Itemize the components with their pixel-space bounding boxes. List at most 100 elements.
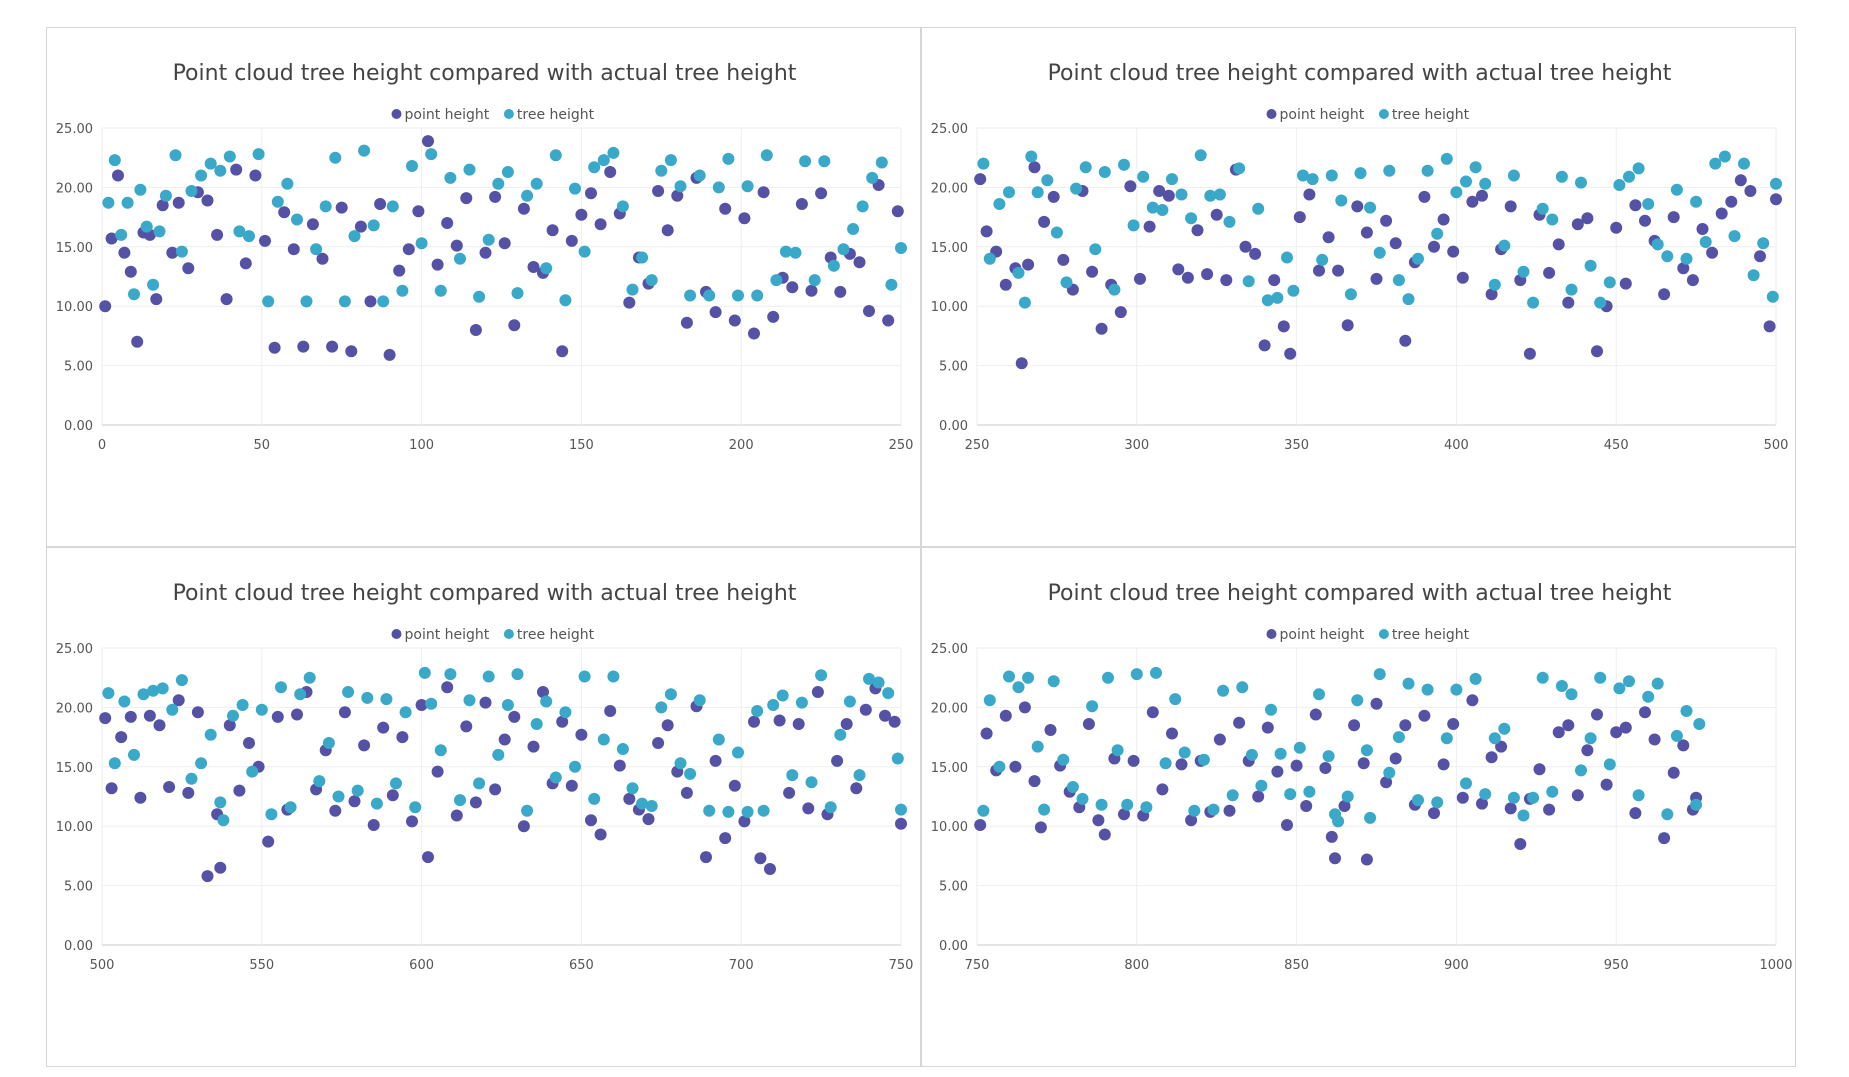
data-point bbox=[977, 157, 990, 170]
data-point bbox=[396, 284, 409, 297]
legend-label: point height bbox=[1280, 627, 1365, 643]
legend-label: point height bbox=[405, 107, 490, 123]
series-point-height bbox=[974, 161, 1782, 370]
data-point bbox=[1185, 212, 1198, 225]
data-point bbox=[1431, 227, 1444, 240]
data-point bbox=[789, 246, 802, 259]
data-point bbox=[431, 765, 444, 778]
data-point bbox=[1325, 169, 1338, 182]
data-point bbox=[1050, 226, 1063, 239]
data-point bbox=[616, 743, 629, 755]
data-point bbox=[284, 801, 297, 814]
data-point bbox=[818, 155, 831, 168]
x-tick-label: 300 bbox=[1124, 438, 1149, 453]
data-point bbox=[1360, 226, 1373, 239]
data-point bbox=[1725, 195, 1738, 208]
data-point bbox=[875, 156, 888, 169]
data-point bbox=[1552, 238, 1565, 251]
data-point bbox=[1047, 675, 1060, 688]
data-point bbox=[422, 851, 434, 864]
data-point bbox=[652, 737, 665, 749]
data-point bbox=[1383, 164, 1396, 177]
data-point bbox=[1274, 747, 1287, 760]
data-point bbox=[498, 237, 511, 250]
data-point bbox=[709, 754, 722, 767]
data-point bbox=[795, 198, 808, 210]
data-point bbox=[230, 163, 243, 176]
data-point bbox=[1709, 157, 1722, 170]
data-point bbox=[303, 671, 316, 684]
data-point bbox=[1284, 788, 1297, 801]
data-point bbox=[983, 252, 996, 265]
data-point bbox=[191, 706, 204, 719]
data-point bbox=[1322, 231, 1335, 244]
data-point bbox=[358, 739, 371, 752]
data-point bbox=[175, 245, 188, 258]
data-point bbox=[1527, 791, 1540, 804]
data-point bbox=[1360, 744, 1373, 757]
legend-label: tree height bbox=[517, 107, 595, 123]
data-point bbox=[406, 160, 418, 172]
data-point bbox=[332, 790, 345, 803]
data-point bbox=[300, 295, 313, 308]
data-point bbox=[255, 703, 268, 716]
data-point bbox=[1610, 726, 1623, 739]
data-point bbox=[1575, 764, 1587, 777]
data-point bbox=[1181, 271, 1194, 284]
data-point bbox=[664, 688, 677, 701]
data-point bbox=[607, 146, 620, 159]
data-point bbox=[1271, 765, 1284, 778]
data-point bbox=[1201, 268, 1214, 281]
data-point bbox=[1562, 296, 1575, 309]
data-point bbox=[319, 200, 332, 213]
data-point bbox=[172, 196, 185, 209]
data-point bbox=[1373, 246, 1386, 259]
data-point bbox=[655, 701, 668, 714]
data-point bbox=[748, 715, 760, 728]
data-point bbox=[824, 801, 837, 814]
data-point bbox=[1610, 221, 1623, 234]
data-point bbox=[837, 243, 850, 256]
data-point bbox=[732, 289, 744, 302]
data-point bbox=[1770, 177, 1782, 190]
legend-marker bbox=[391, 629, 402, 639]
chart-grid: Point cloud tree height compared with ac… bbox=[46, 27, 1796, 1067]
data-point bbox=[1341, 319, 1354, 332]
legend-marker bbox=[391, 109, 402, 119]
data-point bbox=[297, 340, 310, 353]
data-point bbox=[1060, 276, 1073, 289]
data-point bbox=[661, 719, 674, 732]
data-point bbox=[1632, 789, 1645, 802]
data-point bbox=[1242, 275, 1255, 288]
scatter-chart: Point cloud tree height compared with ac… bbox=[56, 581, 914, 973]
data-point bbox=[473, 777, 486, 790]
data-point bbox=[703, 289, 716, 302]
data-point bbox=[1661, 250, 1674, 263]
data-point bbox=[214, 861, 227, 874]
data-point bbox=[1536, 671, 1549, 684]
data-point bbox=[636, 797, 649, 810]
data-point bbox=[1536, 202, 1549, 215]
data-point bbox=[501, 166, 514, 178]
data-point bbox=[1150, 666, 1162, 679]
x-tick-label: 500 bbox=[1764, 438, 1789, 453]
scatter-chart: Point cloud tree height compared with ac… bbox=[931, 61, 1789, 453]
data-point bbox=[1680, 252, 1693, 265]
data-point bbox=[1565, 688, 1578, 701]
data-point bbox=[680, 786, 693, 799]
data-point bbox=[306, 218, 319, 231]
data-point bbox=[1134, 272, 1146, 285]
legend: point height tree height bbox=[1266, 627, 1470, 643]
data-point bbox=[1613, 682, 1626, 695]
series-tree-height bbox=[977, 666, 1706, 828]
data-point bbox=[1360, 853, 1373, 866]
data-point bbox=[709, 306, 722, 319]
data-point bbox=[1025, 150, 1038, 163]
data-point bbox=[776, 689, 789, 702]
data-point bbox=[1754, 250, 1766, 263]
data-point bbox=[623, 792, 636, 805]
data-point bbox=[1555, 680, 1568, 692]
data-point bbox=[1466, 195, 1479, 208]
data-point bbox=[1546, 213, 1559, 226]
data-point bbox=[182, 786, 195, 799]
